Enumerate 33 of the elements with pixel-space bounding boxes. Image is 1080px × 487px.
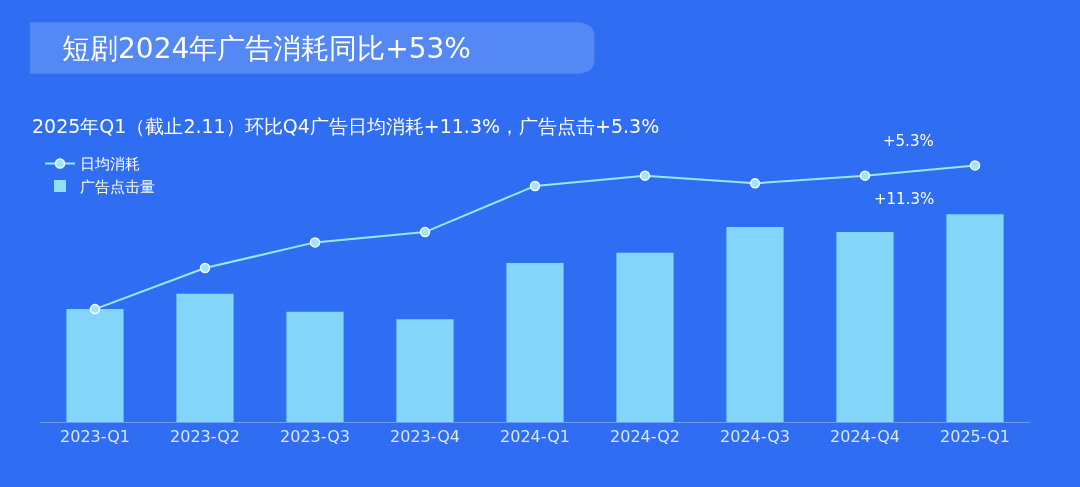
bar [946, 214, 1004, 422]
bar [286, 311, 344, 422]
x-tick-label: 2024-Q1 [500, 427, 570, 447]
point [89, 303, 101, 315]
bar [836, 232, 894, 422]
point [419, 226, 431, 238]
x-tick-label: 2023-Q3 [280, 427, 350, 447]
chart-title: 短剧2024年广告消耗同比+53% [62, 32, 471, 65]
chart-subtitle: 2025年Q1（截止2.11）环比Q4广告日均消耗+11.3%，广告点击+5.3% [32, 115, 660, 137]
point [969, 160, 981, 171]
x-tick-label: 2025-Q1 [940, 427, 1010, 447]
x-tick-label: 2024-Q3 [720, 427, 790, 447]
x-tick-label: 2023-Q1 [60, 427, 130, 447]
legend-label: 日均消耗 [80, 155, 140, 174]
point [639, 170, 651, 181]
bar [396, 319, 454, 422]
bar [176, 293, 234, 422]
bar [726, 226, 784, 422]
text: +5.3% [883, 132, 934, 150]
point [749, 178, 761, 189]
annotation: +11.3% [874, 190, 935, 208]
x-tick-label: 2023-Q4 [390, 427, 460, 447]
point [529, 180, 541, 192]
x-tick-label: 2024-Q2 [610, 427, 680, 447]
legend-label: 广告点击量 [80, 177, 155, 196]
bar [66, 309, 124, 422]
point [859, 170, 871, 181]
bar [506, 262, 564, 422]
bar [616, 252, 674, 422]
x-tick-label: 2024-Q4 [830, 427, 900, 447]
point [199, 262, 211, 274]
point [309, 237, 321, 248]
x-tick-label: 2023-Q2 [170, 427, 240, 447]
